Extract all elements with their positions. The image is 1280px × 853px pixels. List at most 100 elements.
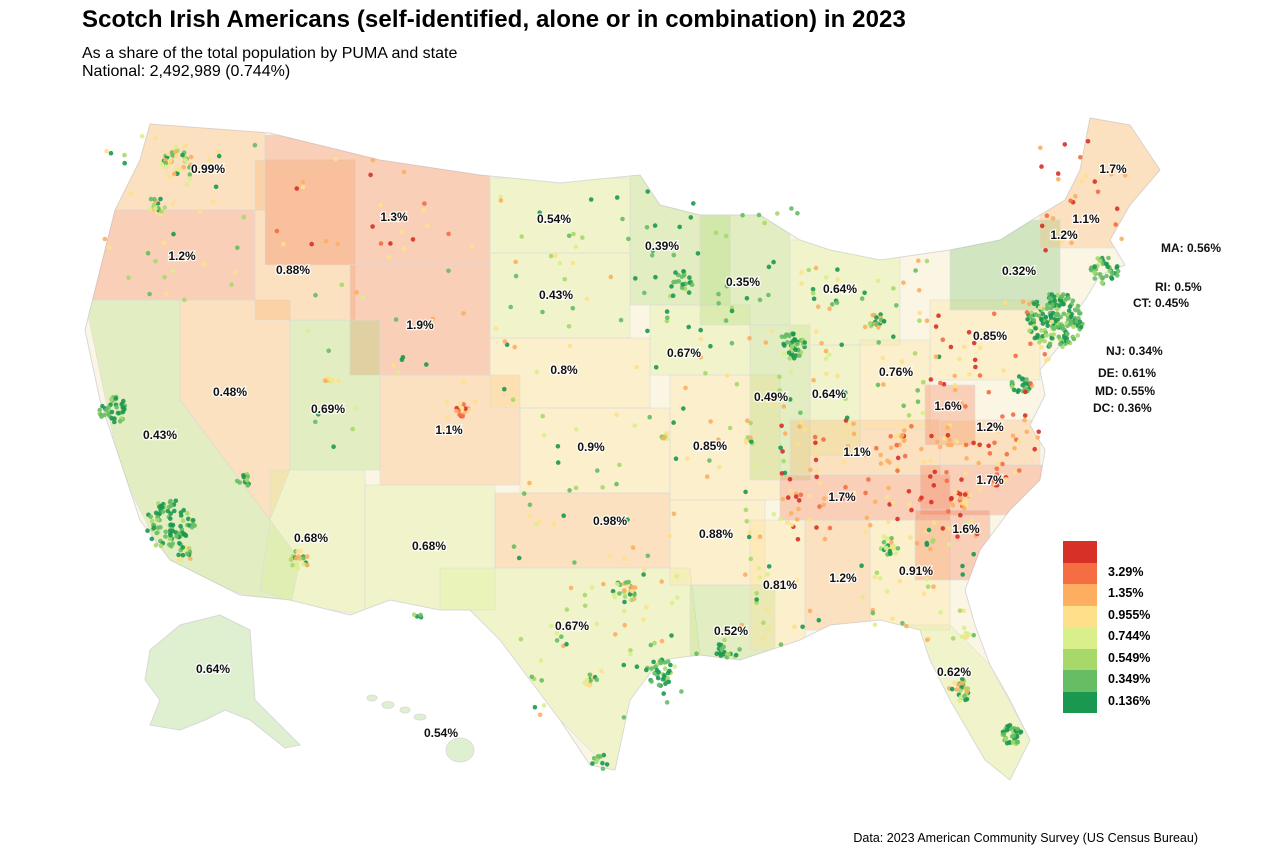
- puma-dot: [870, 313, 876, 318]
- puma-dot: [723, 318, 729, 323]
- state-label-oh: 0.76%: [879, 365, 913, 379]
- puma-dot: [676, 279, 682, 284]
- puma-dot: [740, 212, 745, 218]
- puma-dot: [608, 274, 614, 280]
- puma-dot: [808, 467, 813, 473]
- state-label-ne: 0.8%: [550, 363, 578, 377]
- puma-dot: [862, 324, 868, 330]
- puma-dot: [747, 336, 752, 341]
- puma-dot: [185, 511, 190, 516]
- puma-dot: [493, 326, 499, 332]
- puma-dot: [202, 262, 207, 267]
- puma-dot: [1012, 470, 1017, 475]
- puma-dot: [677, 224, 682, 230]
- puma-dot: [963, 404, 968, 409]
- puma-dot: [963, 442, 969, 448]
- puma-dot: [301, 555, 306, 561]
- region-nv: [179, 299, 291, 521]
- puma-dot: [944, 470, 949, 475]
- puma-dot: [796, 442, 801, 447]
- puma-dot: [163, 529, 168, 535]
- puma-dot: [994, 466, 1000, 472]
- puma-dot: [691, 201, 696, 206]
- puma-dot: [1049, 292, 1055, 297]
- puma-dot: [614, 412, 619, 418]
- puma-dot: [594, 677, 600, 683]
- puma-dot: [1013, 353, 1018, 359]
- puma-dot: [1122, 173, 1128, 178]
- puma-dot: [540, 413, 545, 419]
- puma-dot: [714, 651, 719, 656]
- puma-dot: [950, 503, 956, 508]
- puma-dot: [722, 637, 727, 643]
- puma-dot: [1043, 314, 1049, 320]
- puma-dot: [859, 296, 865, 301]
- puma-dot: [901, 403, 906, 409]
- puma-dot: [941, 381, 947, 387]
- puma-dot: [912, 351, 918, 356]
- puma-dot: [931, 584, 936, 589]
- puma-dot: [669, 600, 675, 606]
- puma-dot: [953, 490, 958, 495]
- puma-dot: [537, 519, 542, 524]
- puma-dot: [354, 290, 359, 295]
- puma-dot: [541, 432, 547, 438]
- state-label-ia: 0.67%: [667, 346, 701, 360]
- puma-dot: [151, 202, 157, 208]
- puma-dot: [989, 476, 995, 481]
- puma-dot: [1064, 331, 1070, 337]
- puma-dot: [924, 318, 930, 324]
- puma-dot: [778, 642, 784, 647]
- puma-dot: [813, 440, 818, 446]
- puma-dot: [1073, 194, 1078, 199]
- puma-dot: [766, 264, 772, 270]
- puma-dot: [884, 589, 890, 594]
- region-ok: [494, 492, 671, 569]
- puma-dot: [899, 567, 904, 572]
- puma-dot: [158, 543, 164, 549]
- puma-dot: [622, 608, 627, 614]
- puma-dot: [883, 545, 889, 551]
- puma-dot: [799, 269, 804, 275]
- puma-dot: [889, 536, 894, 541]
- puma-dot: [1075, 333, 1080, 338]
- puma-dot: [818, 481, 823, 486]
- puma-dot: [961, 344, 967, 350]
- puma-dot: [887, 502, 892, 507]
- puma-dot: [827, 525, 833, 531]
- puma-dot: [513, 273, 519, 279]
- puma-dot: [331, 444, 336, 450]
- puma-dot: [991, 311, 997, 317]
- puma-dot: [965, 686, 971, 691]
- puma-dot: [1055, 292, 1060, 298]
- puma-dot: [1055, 171, 1061, 176]
- puma-dot: [928, 474, 933, 479]
- puma-dot: [729, 340, 735, 346]
- puma-dot: [164, 291, 169, 296]
- lower48-base: [84, 117, 1161, 781]
- puma-dot: [1039, 316, 1044, 322]
- puma-dot: [1050, 302, 1055, 308]
- puma-dot: [622, 622, 627, 628]
- puma-dot: [574, 427, 579, 432]
- puma-dot: [757, 575, 762, 580]
- puma-dot: [961, 506, 967, 511]
- puma-dot: [789, 522, 795, 528]
- puma-dot: [811, 377, 816, 383]
- puma-dot: [930, 539, 935, 544]
- puma-dot: [177, 541, 182, 546]
- puma-dot: [1059, 239, 1065, 244]
- puma-dot: [795, 211, 800, 216]
- puma-dot: [106, 405, 111, 410]
- puma-dot: [895, 546, 901, 551]
- puma-dot: [614, 195, 620, 200]
- puma-dot: [891, 286, 896, 291]
- puma-dot: [104, 148, 109, 154]
- puma-dot: [950, 636, 956, 641]
- puma-dot: [845, 452, 851, 458]
- puma-dot: [949, 496, 954, 501]
- puma-dot: [1105, 264, 1110, 270]
- puma-dot: [168, 511, 173, 516]
- puma-dot: [976, 481, 981, 486]
- puma-dot: [590, 761, 595, 766]
